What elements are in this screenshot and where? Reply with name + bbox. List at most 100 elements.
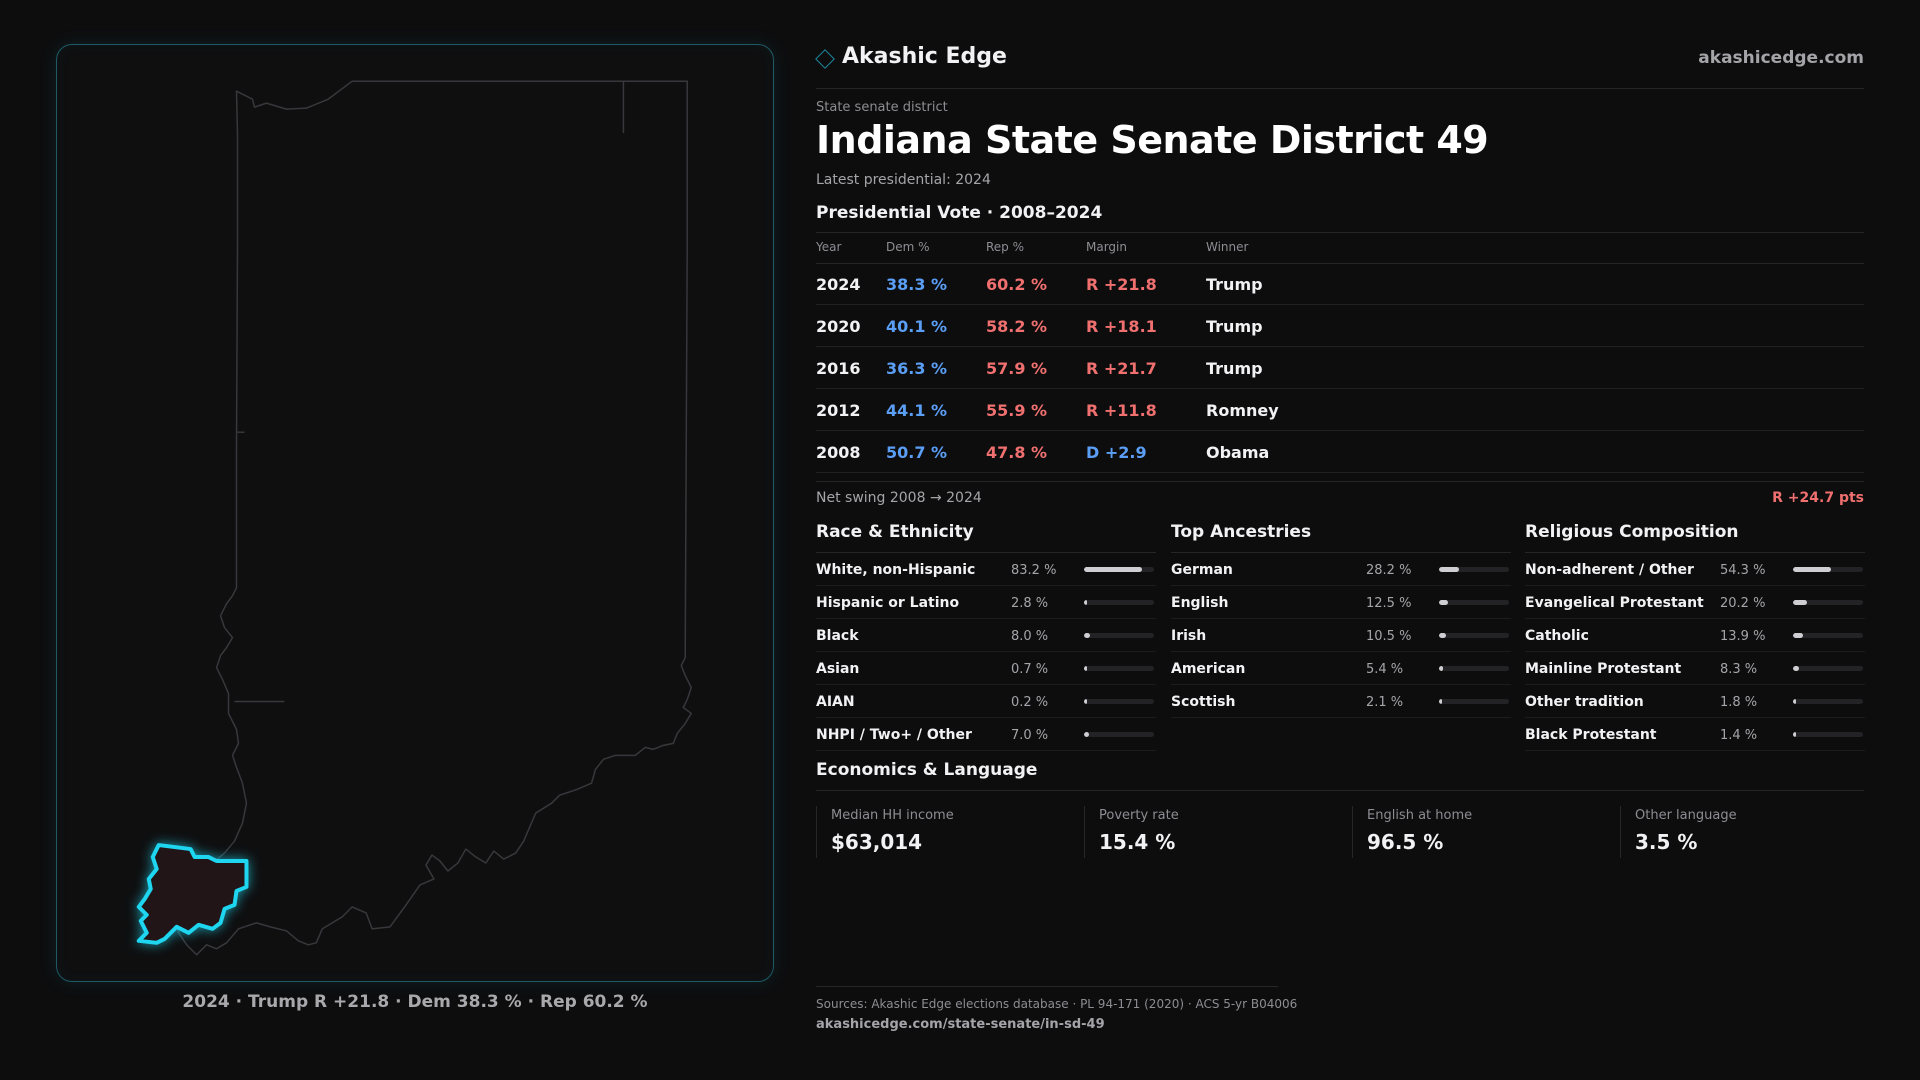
item-percent: 8.3 % [1720, 662, 1758, 677]
item-label: Catholic [1525, 628, 1589, 644]
table-row[interactable]: 2020 40.1 % 58.2 % R +18.1 Trump [816, 305, 1864, 347]
cell-winner: Obama [1206, 443, 1270, 462]
list-item[interactable]: Non-adherent / Other 54.3 % [1525, 553, 1865, 586]
list-item[interactable]: Other tradition 1.8 % [1525, 685, 1865, 718]
econ-card-income: Median HH income $63,014 [816, 806, 1057, 858]
item-label: German [1171, 562, 1233, 578]
ancestry-section: Top Ancestries German 28.2 % English 12.5 %… [1171, 520, 1511, 718]
table-row[interactable]: 2024 38.3 % 60.2 % R +21.8 Trump [816, 263, 1864, 305]
share-bar [1084, 600, 1154, 605]
share-bar [1084, 567, 1154, 572]
map-caption: 2024 · Trump R +21.8 · Dem 38.3 % · Rep … [182, 992, 648, 1012]
cell-year: 2008 [816, 443, 861, 462]
race-list: White, non-Hispanic 83.2 % Hispanic or Lat… [816, 553, 1156, 751]
latest-presidential: Latest presidential: 2024 [816, 172, 991, 188]
share-bar [1439, 699, 1509, 704]
share-bar-fill [1084, 666, 1087, 671]
list-item[interactable]: Irish 10.5 % [1171, 619, 1511, 652]
header-rep: Rep % [986, 240, 1025, 254]
list-item[interactable]: Black 8.0 % [816, 619, 1156, 652]
list-item[interactable]: German 28.2 % [1171, 553, 1511, 586]
list-item[interactable]: Scottish 2.1 % [1171, 685, 1511, 718]
share-bar-fill [1439, 666, 1443, 671]
diamond-logo-icon [815, 49, 835, 69]
brand-url[interactable]: akashicedge.com [1698, 48, 1864, 68]
item-percent: 0.7 % [1011, 662, 1049, 677]
item-percent: 28.2 % [1366, 563, 1412, 578]
econ-card-english: English at home 96.5 % [1352, 806, 1593, 858]
header-divider [816, 88, 1864, 89]
item-percent: 13.9 % [1720, 629, 1766, 644]
cell-margin: D +2.9 [1086, 443, 1147, 462]
cell-margin: R +18.1 [1086, 317, 1157, 336]
share-bar-fill [1793, 600, 1808, 605]
item-percent: 12.5 % [1366, 596, 1412, 611]
table-row[interactable]: 2008 50.7 % 47.8 % D +2.9 Obama [816, 431, 1864, 473]
econ-value: 3.5 % [1635, 830, 1698, 854]
share-bar-fill [1084, 600, 1087, 605]
list-item[interactable]: Asian 0.7 % [816, 652, 1156, 685]
share-bar-fill [1084, 633, 1090, 638]
item-label: American [1171, 661, 1246, 677]
econ-key: Median HH income [831, 808, 954, 823]
item-percent: 7.0 % [1011, 728, 1049, 743]
share-bar-fill [1793, 699, 1796, 704]
share-bar [1439, 666, 1509, 671]
cell-margin: R +11.8 [1086, 401, 1157, 420]
list-item[interactable]: Catholic 13.9 % [1525, 619, 1865, 652]
list-item[interactable]: Evangelical Protestant 20.2 % [1525, 586, 1865, 619]
cell-winner: Trump [1206, 275, 1263, 294]
district-map[interactable] [56, 44, 774, 982]
table-row[interactable]: 2016 36.3 % 57.9 % R +21.7 Trump [816, 347, 1864, 389]
header-winner: Winner [1206, 240, 1249, 254]
econ-key: English at home [1367, 808, 1473, 823]
list-item[interactable]: American 5.4 % [1171, 652, 1511, 685]
share-bar [1439, 567, 1509, 572]
list-item[interactable]: Hispanic or Latino 2.8 % [816, 586, 1156, 619]
econ-value: $63,014 [831, 830, 923, 854]
share-bar [1793, 600, 1863, 605]
item-percent: 83.2 % [1011, 563, 1057, 578]
cell-dem: 36.3 % [886, 359, 948, 378]
cell-year: 2012 [816, 401, 861, 420]
net-swing-label: Net swing 2008 → 2024 [816, 490, 982, 506]
list-item[interactable]: English 12.5 % [1171, 586, 1511, 619]
net-swing-value: R +24.7 pts [1772, 490, 1864, 506]
table-row[interactable]: 2012 44.1 % 55.9 % R +11.8 Romney [816, 389, 1864, 431]
list-item[interactable]: White, non-Hispanic 83.2 % [816, 553, 1156, 586]
econ-key: Other language [1635, 808, 1737, 823]
cell-dem: 40.1 % [886, 317, 948, 336]
brand-name[interactable]: Akashic Edge [842, 44, 1007, 69]
share-bar [1084, 666, 1154, 671]
item-percent: 2.8 % [1011, 596, 1049, 611]
share-bar [1084, 699, 1154, 704]
list-item[interactable]: NHPI / Two+ / Other 7.0 % [816, 718, 1156, 751]
cell-winner: Romney [1206, 401, 1279, 420]
item-label: AIAN [816, 694, 855, 710]
list-item[interactable]: Mainline Protestant 8.3 % [1525, 652, 1865, 685]
district-49-shape[interactable] [136, 843, 249, 945]
source-url-link[interactable]: akashicedge.com/state-senate/in-sd-49 [816, 1017, 1105, 1032]
header-dem: Dem % [886, 240, 930, 254]
religion-list: Non-adherent / Other 54.3 % Evangelical Pr… [1525, 553, 1865, 751]
share-bar [1439, 633, 1509, 638]
item-percent: 8.0 % [1011, 629, 1049, 644]
district-type-label: State senate district [816, 100, 948, 115]
brand-header: Akashic Edge akashicedge.com [815, 44, 1864, 76]
header-year: Year [816, 240, 842, 254]
share-bar [1793, 633, 1863, 638]
sources-text: Sources: Akashic Edge elections database… [816, 997, 1298, 1011]
share-bar-fill [1793, 567, 1831, 572]
share-bar [1793, 732, 1863, 737]
econ-card-poverty: Poverty rate 15.4 % [1084, 806, 1325, 858]
share-bar-fill [1084, 732, 1089, 737]
share-bar [1084, 732, 1154, 737]
list-item[interactable]: Black Protestant 1.4 % [1525, 718, 1865, 751]
item-percent: 1.8 % [1720, 695, 1758, 710]
cell-winner: Trump [1206, 317, 1263, 336]
list-item[interactable]: AIAN 0.2 % [816, 685, 1156, 718]
share-bar [1793, 666, 1863, 671]
item-label: Non-adherent / Other [1525, 562, 1694, 578]
item-percent: 1.4 % [1720, 728, 1758, 743]
cell-year: 2016 [816, 359, 861, 378]
